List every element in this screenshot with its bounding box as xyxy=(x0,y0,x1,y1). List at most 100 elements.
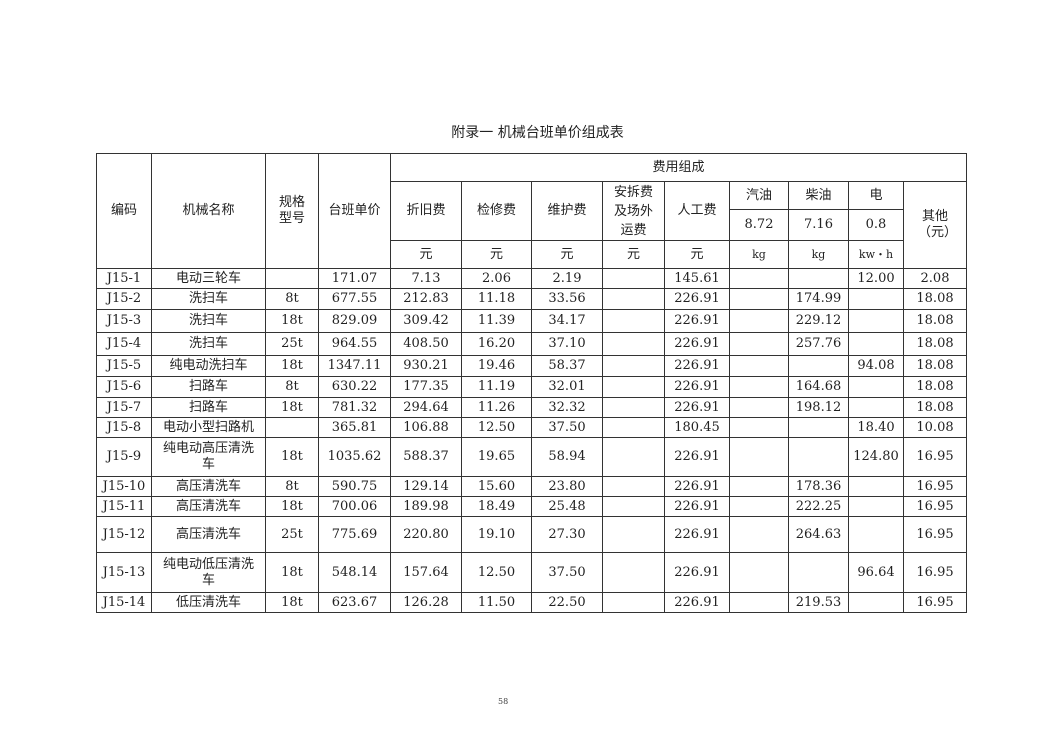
header-diesel: 柴油 xyxy=(788,181,849,210)
cell-spec: 18t xyxy=(265,437,319,477)
cell-overhaul: 11.18 xyxy=(461,288,532,310)
cell-overhaul: 11.39 xyxy=(461,309,532,333)
cell-code: J15-7 xyxy=(96,397,152,418)
cell-maintenance: 37.10 xyxy=(531,332,603,356)
page-title: 附录一 机械台班单价组成表 xyxy=(451,125,624,141)
cell-price: 171.07 xyxy=(318,268,391,289)
cell-code: J15-12 xyxy=(96,516,152,553)
cell-install xyxy=(602,376,665,398)
cell-labor: 226.91 xyxy=(664,552,730,593)
cell-price: 623.67 xyxy=(318,592,391,613)
cell-code: J15-10 xyxy=(96,476,152,497)
cell-overhaul: 19.46 xyxy=(461,355,532,377)
cell-code: J15-11 xyxy=(96,496,152,517)
cell-name: 洗扫车 xyxy=(151,288,266,310)
cell-gasoline xyxy=(729,516,789,553)
cell-overhaul: 15.60 xyxy=(461,476,532,497)
cell-spec: 18t xyxy=(265,309,319,333)
cell-code: J15-8 xyxy=(96,417,152,438)
unit-install: 元 xyxy=(602,240,665,269)
cell-code: J15-2 xyxy=(96,288,152,310)
table-row: J15-2 洗扫车 8t 677.55 212.83 11.18 33.56 226.91 17… xyxy=(96,288,967,310)
cell-diesel: 257.76 xyxy=(788,332,849,356)
cell-overhaul: 11.19 xyxy=(461,376,532,398)
unit-labor: 元 xyxy=(664,240,730,269)
table-row: J15-3 洗扫车 18t 829.09 309.42 11.39 34.17 226.91 2… xyxy=(96,309,967,333)
cell-electricity xyxy=(848,309,904,333)
cell-maintenance: 27.30 xyxy=(531,516,603,553)
cell-code: J15-5 xyxy=(96,355,152,377)
cell-depreciation: 294.64 xyxy=(390,397,462,418)
cell-name: 高压清洗车 xyxy=(151,496,266,517)
cell-gasoline xyxy=(729,268,789,289)
cell-install xyxy=(602,332,665,356)
table-row: J15-7 扫路车 18t 781.32 294.64 11.26 32.32 226.91 1… xyxy=(96,397,967,418)
cell-labor: 226.91 xyxy=(664,592,730,613)
cell-overhaul: 11.26 xyxy=(461,397,532,418)
cell-maintenance: 58.94 xyxy=(531,437,603,477)
header-electricity: 电 xyxy=(848,181,904,210)
cell-electricity xyxy=(848,496,904,517)
cell-gasoline xyxy=(729,332,789,356)
cell-maintenance: 32.32 xyxy=(531,397,603,418)
cell-price: 677.55 xyxy=(318,288,391,310)
cell-spec xyxy=(265,268,319,289)
cell-price: 630.22 xyxy=(318,376,391,398)
cell-diesel: 178.36 xyxy=(788,476,849,497)
cell-maintenance: 33.56 xyxy=(531,288,603,310)
cell-install xyxy=(602,309,665,333)
cell-spec: 18t xyxy=(265,355,319,377)
cell-code: J15-1 xyxy=(96,268,152,289)
unit-electricity: kw・h xyxy=(848,240,904,269)
cell-electricity xyxy=(848,592,904,613)
cell-gasoline xyxy=(729,496,789,517)
cell-price: 365.81 xyxy=(318,417,391,438)
table-row: J15-6 扫路车 8t 630.22 177.35 11.19 32.01 226.91 16… xyxy=(96,376,967,398)
cell-labor: 226.91 xyxy=(664,437,730,477)
cell-electricity xyxy=(848,376,904,398)
cell-overhaul: 19.10 xyxy=(461,516,532,553)
table-row: J15-13 纯电动低压清洗车 18t 548.14 157.64 12.50 37.50 2… xyxy=(96,552,967,593)
cell-name: 洗扫车 xyxy=(151,309,266,333)
diesel-price: 7.16 xyxy=(788,209,849,241)
cell-electricity xyxy=(848,288,904,310)
cell-labor: 226.91 xyxy=(664,309,730,333)
cell-depreciation: 126.28 xyxy=(390,592,462,613)
cell-price: 775.69 xyxy=(318,516,391,553)
cell-maintenance: 2.19 xyxy=(531,268,603,289)
table-row: J15-1 电动三轮车 171.07 7.13 2.06 2.19 145.61 12.00 2… xyxy=(96,268,967,289)
cell-labor: 226.91 xyxy=(664,288,730,310)
cell-name: 电动小型扫路机 xyxy=(151,417,266,438)
cell-other: 18.08 xyxy=(903,332,967,356)
cell-diesel xyxy=(788,417,849,438)
gasoline-price: 8.72 xyxy=(729,209,789,241)
cell-gasoline xyxy=(729,288,789,310)
header-price: 台班单价 xyxy=(318,153,391,269)
cell-gasoline xyxy=(729,552,789,593)
cell-install xyxy=(602,476,665,497)
cell-name: 高压清洗车 xyxy=(151,476,266,497)
cell-diesel xyxy=(788,355,849,377)
cell-diesel: 264.63 xyxy=(788,516,849,553)
cell-depreciation: 930.21 xyxy=(390,355,462,377)
cell-labor: 145.61 xyxy=(664,268,730,289)
cell-depreciation: 7.13 xyxy=(390,268,462,289)
cell-spec: 8t xyxy=(265,476,319,497)
cell-diesel: 222.25 xyxy=(788,496,849,517)
cell-spec: 18t xyxy=(265,496,319,517)
cell-spec: 25t xyxy=(265,332,319,356)
cell-overhaul: 16.20 xyxy=(461,332,532,356)
table-body: J15-1 电动三轮车 171.07 7.13 2.06 2.19 145.61 12.00 2… xyxy=(96,268,967,613)
cell-code: J15-3 xyxy=(96,309,152,333)
cell-electricity: 12.00 xyxy=(848,268,904,289)
header-gasoline: 汽油 xyxy=(729,181,789,210)
cell-gasoline xyxy=(729,437,789,477)
cell-spec: 18t xyxy=(265,552,319,593)
cell-price: 700.06 xyxy=(318,496,391,517)
cell-name: 纯电动洗扫车 xyxy=(151,355,266,377)
electricity-price: 0.8 xyxy=(848,209,904,241)
table-row: J15-12 高压清洗车 25t 775.69 220.80 19.10 27.30 226.… xyxy=(96,516,967,553)
cell-install xyxy=(602,397,665,418)
cell-depreciation: 157.64 xyxy=(390,552,462,593)
header-code: 编码 xyxy=(96,153,152,269)
